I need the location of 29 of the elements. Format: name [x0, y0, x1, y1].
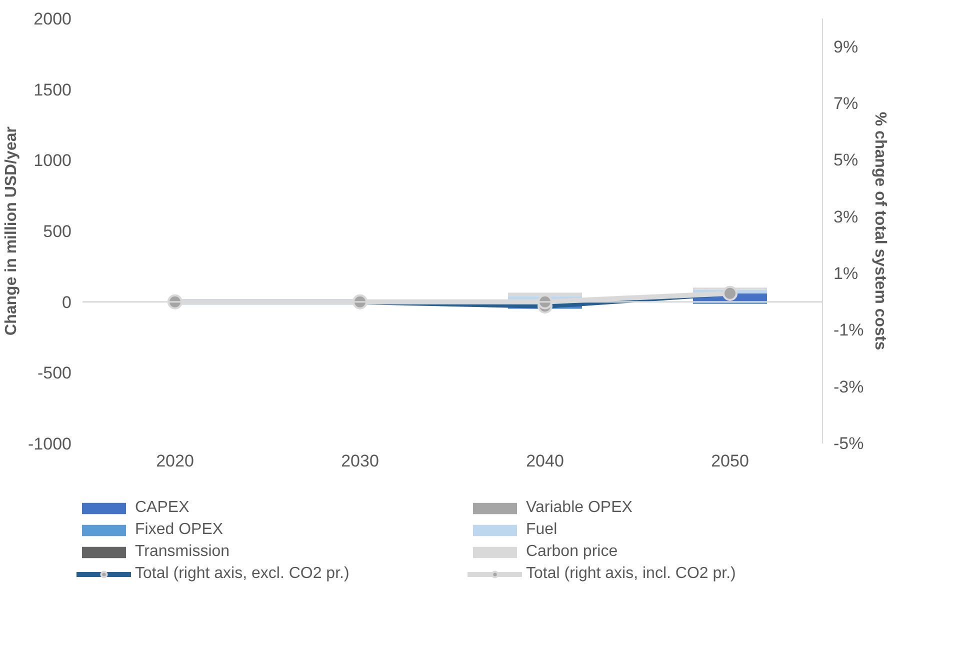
x-tick-label: 2020	[156, 452, 194, 470]
y-tick-label: 2000	[34, 10, 72, 28]
y2-tick-label: -5%	[834, 434, 864, 453]
y-tick-label: 500	[43, 222, 72, 241]
y2-tick-label: 7%	[834, 94, 858, 113]
x-tick-label: 2040	[526, 452, 564, 470]
y2-tick-label: 1%	[834, 264, 858, 283]
legend-label: Total (right axis, excl. CO2 pr.)	[135, 564, 350, 584]
y2-tick-label: 9%	[834, 37, 858, 56]
legend-label: CAPEX	[135, 498, 190, 518]
y-tick-label: -500	[37, 364, 72, 383]
legend-label: Fuel	[526, 520, 558, 540]
y2-tick-label: 3%	[834, 207, 858, 226]
legend-label: Variable OPEX	[526, 498, 634, 518]
y-tick-label: 1500	[34, 80, 72, 100]
legend-label: Total (right axis, incl. CO2 pr.)	[526, 564, 737, 584]
y-tick-label: 0	[62, 292, 72, 312]
y2-tick-label: 5%	[834, 150, 858, 170]
legend-label: Transmission	[135, 542, 231, 562]
y2-tick-label: -3%	[834, 377, 864, 396]
x-tick-label: 2030	[341, 452, 379, 470]
x-tick-label: 2050	[711, 452, 749, 470]
y-axis-title: Change in million USD/year	[3, 126, 20, 336]
legend-label: Fixed OPEX	[135, 520, 224, 540]
y-tick-label: 1000	[34, 151, 72, 170]
legend-label: Carbon price	[526, 542, 619, 562]
y2-axis-title: % change of total system costs	[872, 112, 889, 350]
y2-tick-label: -1%	[834, 320, 864, 340]
y-tick-label: -1000	[28, 434, 72, 454]
